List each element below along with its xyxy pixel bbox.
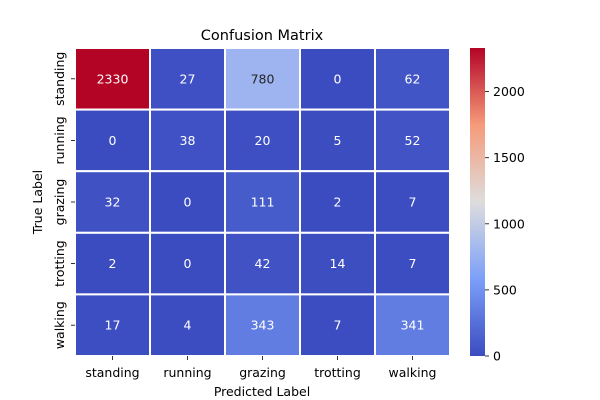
colorbar-tick-label: 0: [493, 349, 501, 364]
y-tick-label: trotting: [52, 240, 67, 287]
x-tick-label: standing: [85, 365, 139, 380]
cell-value-label: 7: [409, 256, 417, 271]
heatmap-cell: [224, 231, 301, 296]
colorbar-tick-label: 500: [493, 282, 517, 297]
x-tick-label: running: [163, 365, 211, 380]
colorbar-ticks: 0 500 1000 1500 2000: [485, 84, 525, 364]
chart-title: Confusion Matrix: [201, 28, 324, 44]
cell-value-label: 7: [334, 318, 342, 333]
x-tick-label: grazing: [239, 365, 286, 380]
heatmap-cell: [149, 293, 226, 357]
cell-value-label: 0: [184, 256, 192, 271]
cell-value-label: 0: [184, 195, 192, 210]
cell-value-label: 5: [334, 133, 342, 148]
heatmap-cell: [374, 231, 451, 296]
cell-value-label: 2: [334, 195, 342, 210]
x-tick-label: walking: [389, 365, 437, 380]
heatmap-cell: [149, 231, 226, 296]
cell-value-label: 7: [409, 195, 417, 210]
colorbar-tick-label: 1000: [493, 216, 525, 231]
cell-value-label: 52: [405, 133, 421, 148]
y-axis-label: True Label: [30, 170, 45, 235]
cell-value-label: 111: [251, 195, 275, 210]
cell-value-label: 17: [105, 318, 121, 333]
x-axis-ticks: standing running grazing trotting walking: [85, 356, 436, 380]
cell-value-label: 0: [334, 71, 342, 86]
colorbar: [470, 48, 485, 356]
cell-value-label: 4: [184, 318, 192, 333]
y-tick-label: standing: [52, 52, 67, 106]
heatmap-cell: [224, 293, 301, 357]
heatmap-cell: [299, 231, 376, 296]
x-axis-label: Predicted Label: [214, 384, 310, 399]
y-axis-ticks: standing running grazing trotting walking: [52, 52, 75, 349]
cell-value-label: 32: [105, 195, 121, 210]
heatmap-cell: [149, 170, 226, 234]
cell-value-label: 2: [109, 256, 117, 271]
cell-value-label: 2330: [97, 71, 129, 86]
cell-value-label: 62: [405, 71, 421, 86]
y-tick-label: walking: [52, 301, 67, 349]
heatmap-cell: [374, 108, 451, 173]
cell-value-label: 343: [251, 318, 275, 333]
y-tick-label: grazing: [52, 179, 67, 226]
x-tick-label: trotting: [314, 365, 361, 380]
colorbar-tick-label: 2000: [493, 84, 525, 99]
cell-value-label: 14: [330, 256, 346, 271]
heatmap-cell: [299, 170, 376, 234]
heatmap-cell: [149, 47, 226, 111]
heatmap-cell: [224, 108, 301, 173]
cell-value-label: 0: [109, 133, 117, 148]
colorbar-tick-label: 1500: [493, 150, 525, 165]
cell-value-label: 20: [255, 133, 271, 148]
cell-value-label: 38: [180, 133, 196, 148]
cell-value-label: 780: [251, 71, 275, 86]
y-tick-label: running: [52, 116, 67, 164]
cell-value-label: 27: [180, 71, 196, 86]
cell-value-label: 341: [401, 318, 425, 333]
cell-value-label: 42: [255, 256, 271, 271]
